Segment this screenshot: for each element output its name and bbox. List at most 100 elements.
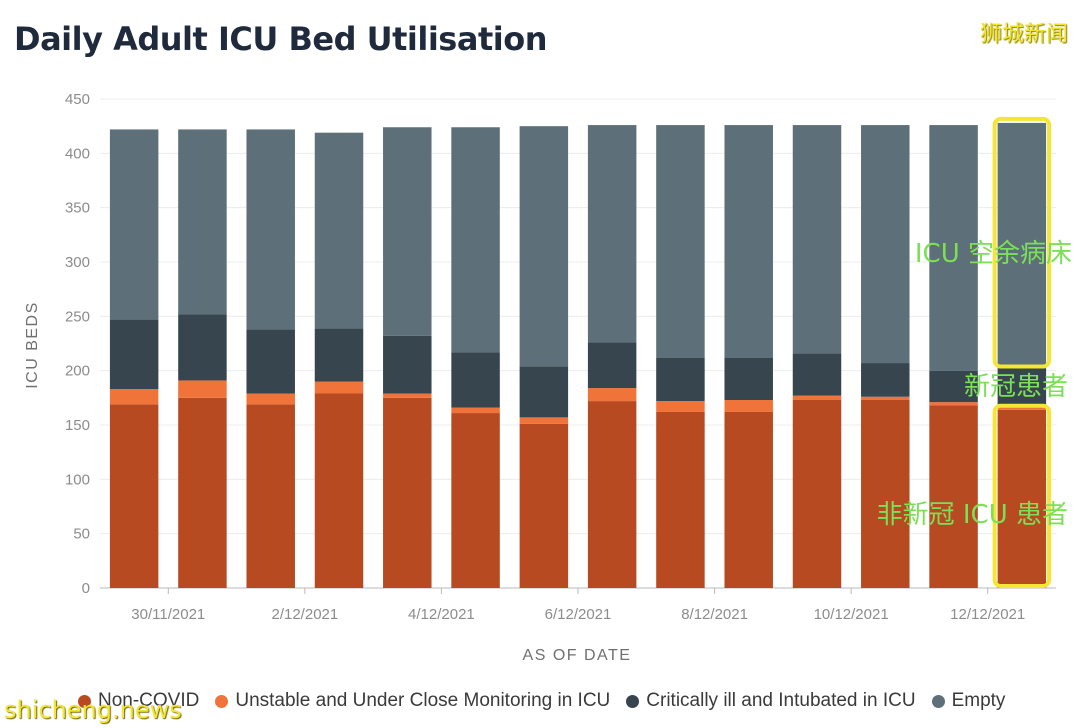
bar-segment xyxy=(246,129,295,330)
x-axis-title: AS OF DATE xyxy=(523,647,632,664)
bar-segment xyxy=(383,397,432,588)
stacked-bar-chart: 0 50 100 150 200 250 300 350 400 450 30/11/2021 2/… xyxy=(24,91,1072,664)
bar-segment xyxy=(587,388,637,402)
bar-segment xyxy=(109,404,159,588)
bar-segment xyxy=(724,125,773,358)
bar-segment xyxy=(997,122,1047,369)
bar-segment xyxy=(451,407,500,414)
bar-segment xyxy=(383,393,432,398)
bar-segment xyxy=(519,423,569,588)
legend-item-non-covid[interactable]: Non-COVID xyxy=(78,690,199,712)
legend-label: Critically ill and Intubated in ICU xyxy=(646,690,916,711)
x-tick-label: 2/12/2021 xyxy=(271,606,338,623)
watermark-logo-text: 狮城新闻 xyxy=(979,22,1068,47)
bar-segment xyxy=(314,381,364,394)
bar-segment xyxy=(587,125,637,343)
bar-segment xyxy=(519,417,569,424)
bar-segment xyxy=(246,404,295,588)
legend-item-unstable[interactable]: Unstable and Under Close Monitoring in I… xyxy=(215,690,610,712)
bar-segment xyxy=(383,335,432,394)
y-tick-label: 350 xyxy=(65,200,90,217)
highlight-box-empty xyxy=(992,116,1052,369)
bar-segment xyxy=(246,393,295,405)
bar-segment xyxy=(451,127,500,353)
bar-segment xyxy=(519,366,569,418)
bar-segment xyxy=(314,132,364,329)
bar-segment xyxy=(792,353,842,396)
bar-segment xyxy=(724,400,773,412)
y-tick-label: 450 xyxy=(65,91,90,108)
bar-segment xyxy=(109,319,159,390)
annotation-covid-patients: 新冠患者 xyxy=(964,372,1068,402)
y-tick-label: 0 xyxy=(82,580,90,597)
bar-segment xyxy=(246,329,295,394)
legend-label: Non-COVID xyxy=(98,690,200,711)
bars xyxy=(109,122,1047,588)
chart-legend: Non-COVID Unstable and Under Close Monit… xyxy=(78,690,1005,712)
bar-segment xyxy=(724,357,773,401)
bar-segment xyxy=(451,352,500,408)
x-tick-label: 10/12/2021 xyxy=(814,606,889,623)
bar-segment xyxy=(792,395,842,401)
legend-swatch xyxy=(626,694,640,708)
legend-swatch xyxy=(931,694,945,708)
legend-item-empty[interactable]: Empty xyxy=(931,690,1006,712)
bar-segment xyxy=(451,413,500,588)
legend-label: Unstable and Under Close Monitoring in I… xyxy=(235,690,611,711)
bar-segment xyxy=(314,393,364,588)
bar-segment xyxy=(178,380,227,398)
x-axis-ticks: 30/11/2021 2/12/2021 4/12/2021 6/12/2021 8/1… xyxy=(131,588,1025,623)
bar-segment xyxy=(997,368,1047,406)
bar-segment xyxy=(656,357,705,402)
bar-segment xyxy=(861,125,910,364)
bar-segment xyxy=(656,411,705,588)
bar-segment xyxy=(929,125,978,371)
x-tick-label: 4/12/2021 xyxy=(408,606,475,623)
y-tick-label: 150 xyxy=(65,417,90,434)
bar-segment xyxy=(656,125,705,358)
watermark-site-text: shicheng.news xyxy=(4,696,182,724)
chart-title: Daily Adult ICU Bed Utilisation xyxy=(14,20,547,58)
annotation-non-covid-patients: 非新冠 ICU 患者 xyxy=(877,500,1068,530)
legend-swatch xyxy=(215,694,229,708)
bar-segment xyxy=(178,397,227,588)
bar-segment xyxy=(997,409,1047,588)
bar-segment xyxy=(587,401,637,588)
legend-item-critical[interactable]: Critically ill and Intubated in ICU xyxy=(626,690,916,712)
legend-swatch xyxy=(78,694,91,708)
bar-segment xyxy=(383,127,432,336)
bar-segment xyxy=(929,370,978,403)
bar-segment xyxy=(724,411,773,588)
bar-segment xyxy=(314,328,364,382)
y-tick-label: 50 xyxy=(73,526,90,543)
bar-segment xyxy=(587,342,637,389)
bar-segment xyxy=(519,126,569,367)
x-tick-label: 30/11/2021 xyxy=(131,606,205,623)
bar-segment xyxy=(109,129,159,320)
bar-segment xyxy=(861,363,910,397)
y-tick-label: 400 xyxy=(65,145,90,162)
y-tick-label: 200 xyxy=(65,363,90,380)
y-tick-label: 100 xyxy=(65,471,90,488)
highlight-boxes xyxy=(992,116,1052,588)
bar-segment xyxy=(861,396,910,401)
y-tick-label: 250 xyxy=(65,308,90,325)
x-tick-label: 8/12/2021 xyxy=(681,606,748,623)
bar-segment xyxy=(656,401,705,412)
bar-segment xyxy=(792,125,842,354)
highlight-box-non-covid xyxy=(992,403,1052,588)
bar-segment xyxy=(929,405,978,588)
legend-label: Empty xyxy=(951,690,1006,711)
bar-segment xyxy=(929,402,978,406)
bar-segment xyxy=(861,400,910,588)
y-axis-title: ICU BEDS xyxy=(24,301,41,389)
y-axis-ticks: 0 50 100 150 200 250 300 350 400 450 xyxy=(65,91,90,597)
x-tick-label: 6/12/2021 xyxy=(545,606,612,623)
bar-segment xyxy=(109,389,159,405)
bar-segment xyxy=(178,129,227,315)
bar-segment xyxy=(792,400,842,588)
y-tick-label: 300 xyxy=(65,254,90,271)
x-tick-label: 12/12/2021 xyxy=(950,606,1025,623)
bar-segment xyxy=(178,314,227,381)
annotation-empty-beds: ICU 空余病床 xyxy=(915,239,1072,269)
